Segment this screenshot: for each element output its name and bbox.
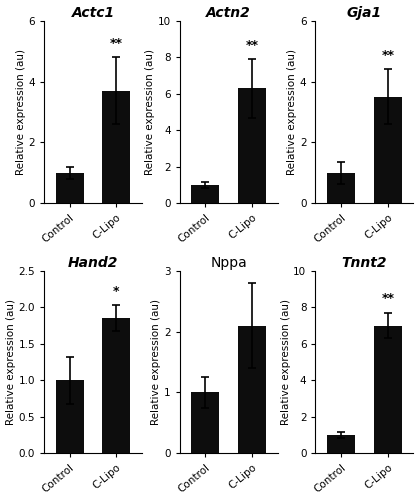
Bar (238, 326, 266, 454)
Bar (238, 88, 266, 204)
Bar (191, 392, 220, 454)
Title: Actn2: Actn2 (206, 6, 251, 20)
Y-axis label: Relative expression (au): Relative expression (au) (280, 299, 290, 425)
Title: Nppa: Nppa (210, 256, 247, 270)
Bar (102, 318, 130, 454)
Bar (56, 173, 84, 204)
Text: **: ** (246, 39, 259, 52)
Bar (102, 90, 130, 204)
Text: **: ** (381, 292, 394, 306)
Y-axis label: Relative expression (au): Relative expression (au) (151, 299, 161, 425)
Y-axis label: Relative expression (au): Relative expression (au) (145, 49, 155, 175)
Y-axis label: Relative expression (au): Relative expression (au) (287, 49, 297, 175)
Y-axis label: Relative expression (au): Relative expression (au) (16, 49, 26, 175)
Title: Actc1: Actc1 (71, 6, 114, 20)
Bar (374, 97, 402, 204)
Bar (327, 173, 355, 204)
Title: Hand2: Hand2 (68, 256, 118, 270)
Bar (191, 185, 220, 204)
Title: Tnnt2: Tnnt2 (341, 256, 387, 270)
Bar (327, 435, 355, 454)
Text: *: * (113, 284, 119, 298)
Y-axis label: Relative expression (au): Relative expression (au) (5, 299, 16, 425)
Bar (374, 326, 402, 454)
Text: **: ** (381, 49, 394, 62)
Title: Gja1: Gja1 (347, 6, 382, 20)
Bar (56, 380, 84, 454)
Text: **: ** (110, 37, 123, 50)
